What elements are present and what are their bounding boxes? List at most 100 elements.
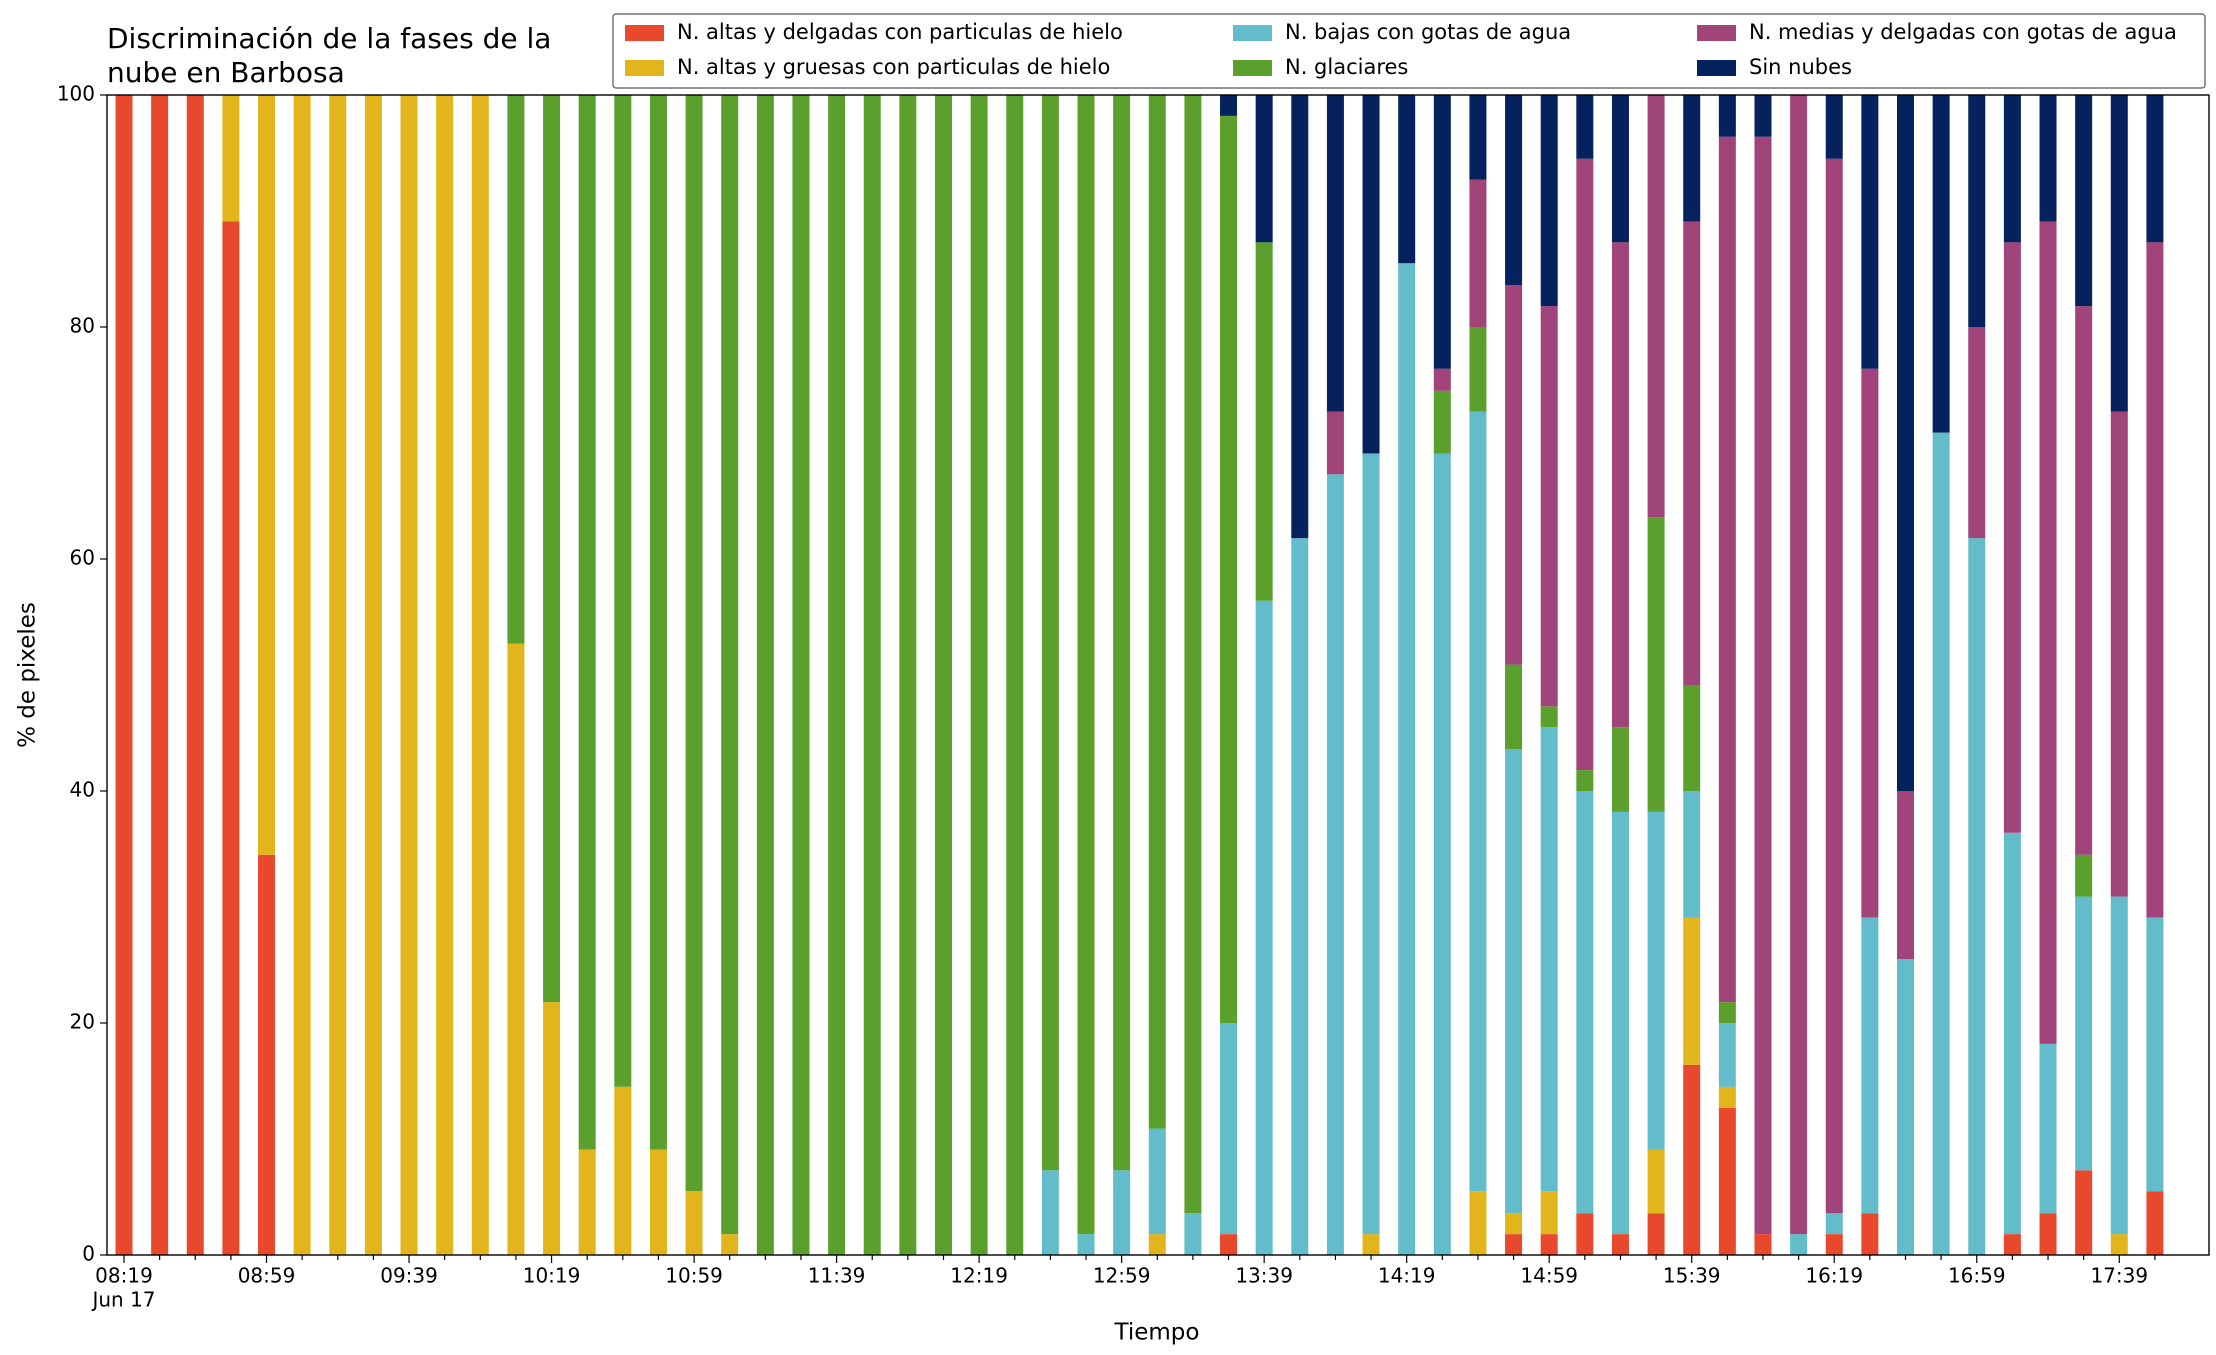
bar-segment [258,854,276,1255]
bar-segment [151,95,169,1255]
bar-segment [1505,1213,1523,1235]
bar-segment [1861,95,1879,369]
bar-segment [1433,453,1451,1255]
bar-segment [685,1191,703,1255]
x-axis-label: Tiempo [1114,1320,1200,1346]
bar-segment [1540,706,1558,728]
bar-segment [2146,95,2164,243]
bar-segment [1683,221,1701,686]
y-tick-label: 80 [70,314,95,338]
bar-segment [2110,95,2128,412]
bar-segment [863,95,881,1255]
x-tick-label: 16:19 [1805,1264,1863,1288]
bar-segment [2039,1213,2057,1255]
bar-segment [1790,95,1808,1235]
bar-segment [756,95,774,1255]
y-tick-label: 0 [82,1242,95,1266]
bar-segment [1932,95,1950,433]
bar-segment [1184,1213,1202,1255]
bar-segment [1006,95,1024,1255]
bar-segment [578,1149,596,1255]
bar-segment [1718,136,1736,1003]
bar-segment [1077,1234,1095,1255]
bar-segment [1326,411,1344,475]
bar-segment [1184,95,1202,1214]
bar-segment [649,1149,667,1255]
bar-segment [1433,368,1451,391]
bar-segment [1220,95,1238,116]
bar-segment [1576,1213,1594,1255]
bar-segment [1326,474,1344,1255]
bar-segment [2146,242,2164,918]
bar-segment [1897,791,1914,960]
bar-segment [2075,854,2093,897]
bar-segment [2075,896,2093,1171]
bar-segment [1790,1234,1808,1255]
bar-segment [1647,1149,1665,1214]
x-tick-label: 10:59 [665,1264,723,1288]
bar-segment [1968,538,1986,1255]
x-tick-label: 08:59 [238,1264,296,1288]
bar-segment [1683,1064,1701,1255]
bar-segment [1611,242,1629,728]
chart-title: nube en Barbosa [107,56,345,89]
bar-segment [1754,95,1772,137]
x-tick-label: 11:39 [808,1264,866,1288]
bar-segment [2003,832,2021,1235]
x-date-label: Jun 17 [90,1288,155,1312]
bar-segment [2075,1170,2093,1255]
legend-swatch [625,60,664,76]
bar-segment [1540,727,1558,1192]
bar-segment [1113,95,1131,1171]
bar-segment [1362,95,1380,454]
legend-swatch [1697,60,1736,76]
bar-segment [1754,136,1772,1235]
x-tick-label: 14:19 [1378,1264,1436,1288]
bar-segment [1647,1213,1665,1255]
bar-segment [1398,95,1416,264]
bar-segment [1041,1170,1059,1255]
bar-segment [1576,95,1594,159]
x-tick-label: 12:59 [1093,1264,1151,1288]
x-tick-label: 15:39 [1663,1264,1721,1288]
bar-segment [1647,95,1665,518]
bar-segment [1718,1023,1736,1087]
bar-segment [293,95,311,1255]
bar-segment [1861,1213,1879,1255]
bar-segment [1540,306,1558,707]
bar-segment [1576,770,1594,791]
bar-segment [1469,179,1487,327]
bar-segment [471,95,489,1255]
bar-segment [1611,1234,1629,1255]
chart-title: Discriminación de la fases de la [107,22,551,55]
bar-segment [364,95,382,1255]
bar-segment [2075,306,2093,855]
bar-segment [1077,95,1095,1235]
legend: N. altas y delgadas con particulas de hi… [612,13,2206,89]
bar-segment [2110,896,2128,1235]
plot-frame [106,94,2210,1256]
bar-segment [1540,95,1558,307]
bar-segment [1469,95,1487,180]
legend-label: N. altas y delgadas con particulas de hi… [677,20,1123,44]
bar-segment [970,95,988,1255]
x-tick-label: 12:19 [950,1264,1008,1288]
bar-segment [1469,1191,1487,1255]
bar-segment [1505,664,1523,750]
bar-segment [1683,685,1701,791]
bar-segment [2075,95,2093,307]
y-tick-label: 60 [70,546,95,570]
bar-segment [1326,95,1344,412]
y-axis-label: % de pixeles [15,602,41,748]
bar-segment [1255,242,1273,601]
bar-segment [1897,959,1914,1255]
bar-segment [1255,95,1273,243]
bar-segment [1398,263,1416,1255]
bar-segment [436,95,454,1255]
legend-label: N. bajas con gotas de agua [1285,20,1571,44]
x-tick-label: 14:59 [1520,1264,1578,1288]
bar-segment [222,95,240,222]
legend-swatch [1233,60,1272,76]
